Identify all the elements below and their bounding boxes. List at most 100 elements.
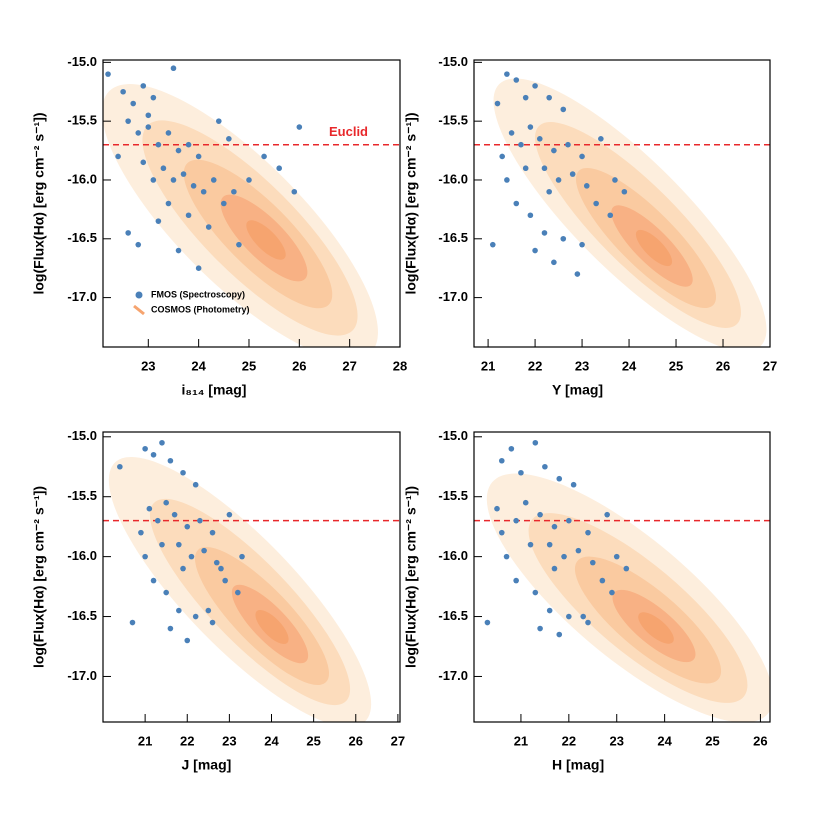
data-point [142,445,148,452]
data-point [192,613,199,620]
data-point [180,171,187,177]
y-axis-label: log(Flux(Hα) [erg cm⁻² s⁻¹]) [403,486,419,668]
data-point [125,118,131,124]
data-point [222,577,228,584]
x-tick-label: 22 [180,733,194,748]
data-point [589,559,596,566]
x-tick-label: 26 [753,733,767,748]
data-point [167,457,174,464]
data-point [209,619,216,626]
data-point [150,451,157,458]
y-tick-label: -15.0 [438,54,468,69]
data-point [561,553,567,560]
data-point [180,469,186,476]
legend-label: COSMOS (Photometry) [151,304,250,314]
data-point [527,541,534,548]
data-point [231,188,237,195]
plot-frame [102,59,401,348]
data-point [527,124,534,130]
data-point [135,241,142,248]
data-point [607,212,614,219]
legend-marker [135,291,143,299]
x-tick-label: 23 [222,733,236,748]
data-point [489,241,496,248]
data-point [537,625,543,632]
data-point [542,463,548,470]
data-point [522,165,529,172]
x-tick-label: 23 [575,358,589,373]
data-point [583,183,590,189]
plot-area: 21 22 23 24 25 26 -15.0 -15.5 -16.0 -16.5 -17.0 H [… [403,428,771,773]
data-point [129,619,136,626]
data-point [105,71,111,77]
density-contours [493,78,767,347]
legend-marker [133,304,145,316]
data-point [184,523,191,530]
data-point [499,153,505,160]
y-tick-label: -16.0 [67,171,97,186]
data-point [565,141,571,148]
data-point [154,517,161,524]
y-tick-label: -16.5 [438,230,468,245]
x-tick-label: 21 [138,733,152,748]
data-point [593,200,599,207]
data-point [569,171,576,177]
data-point [522,94,529,101]
x-tick-label: 25 [306,733,320,748]
data-point [541,165,548,172]
data-point [146,505,153,512]
data-point [532,589,539,596]
density-contours [486,473,770,722]
data-point [226,511,233,518]
data-point [171,511,178,518]
density-contours [103,84,378,347]
data-point [551,523,558,530]
data-point [246,177,252,183]
x-axis-label: H [mag] [552,757,604,773]
y-tick-label: -16.0 [438,548,468,563]
data-point [585,529,591,536]
data-point [159,439,165,446]
data-point [296,124,303,130]
data-point [527,212,534,219]
y-tick-label: -15.5 [67,113,97,128]
data-point [176,607,182,614]
data-point [235,589,241,596]
data-point [150,577,157,584]
data-point [138,529,144,536]
data-point [518,141,524,148]
y-tick-label: -16.5 [67,230,97,245]
data-point [201,547,207,554]
data-point [291,188,298,195]
data-point [532,247,538,254]
x-tick-label: 24 [622,358,637,373]
x-tick-label: 27 [391,733,405,748]
data-point [190,183,197,189]
data-point [125,230,131,236]
data-point [195,265,202,271]
x-tick-label: 27 [763,358,777,373]
x-tick-label: 23 [141,358,155,373]
data-point [236,241,242,248]
data-point [175,247,182,254]
data-point [170,65,177,72]
y-tick-label: -16.0 [438,171,468,186]
data-point [513,577,519,584]
data-point [513,517,519,524]
data-point [165,200,172,207]
data-point [551,259,557,266]
y-axis-label: log(Flux(Hα) [erg cm⁻² s⁻¹]) [403,112,419,294]
data-point [598,136,604,142]
x-tick-label: 26 [716,358,730,373]
data-point [218,565,224,572]
data-point [170,177,177,183]
data-point [522,499,529,506]
data-point [150,177,157,183]
data-point [142,553,148,560]
data-point [160,165,167,172]
data-point [120,88,126,95]
data-point [165,130,172,136]
data-point [197,517,203,524]
data-point [494,100,501,107]
